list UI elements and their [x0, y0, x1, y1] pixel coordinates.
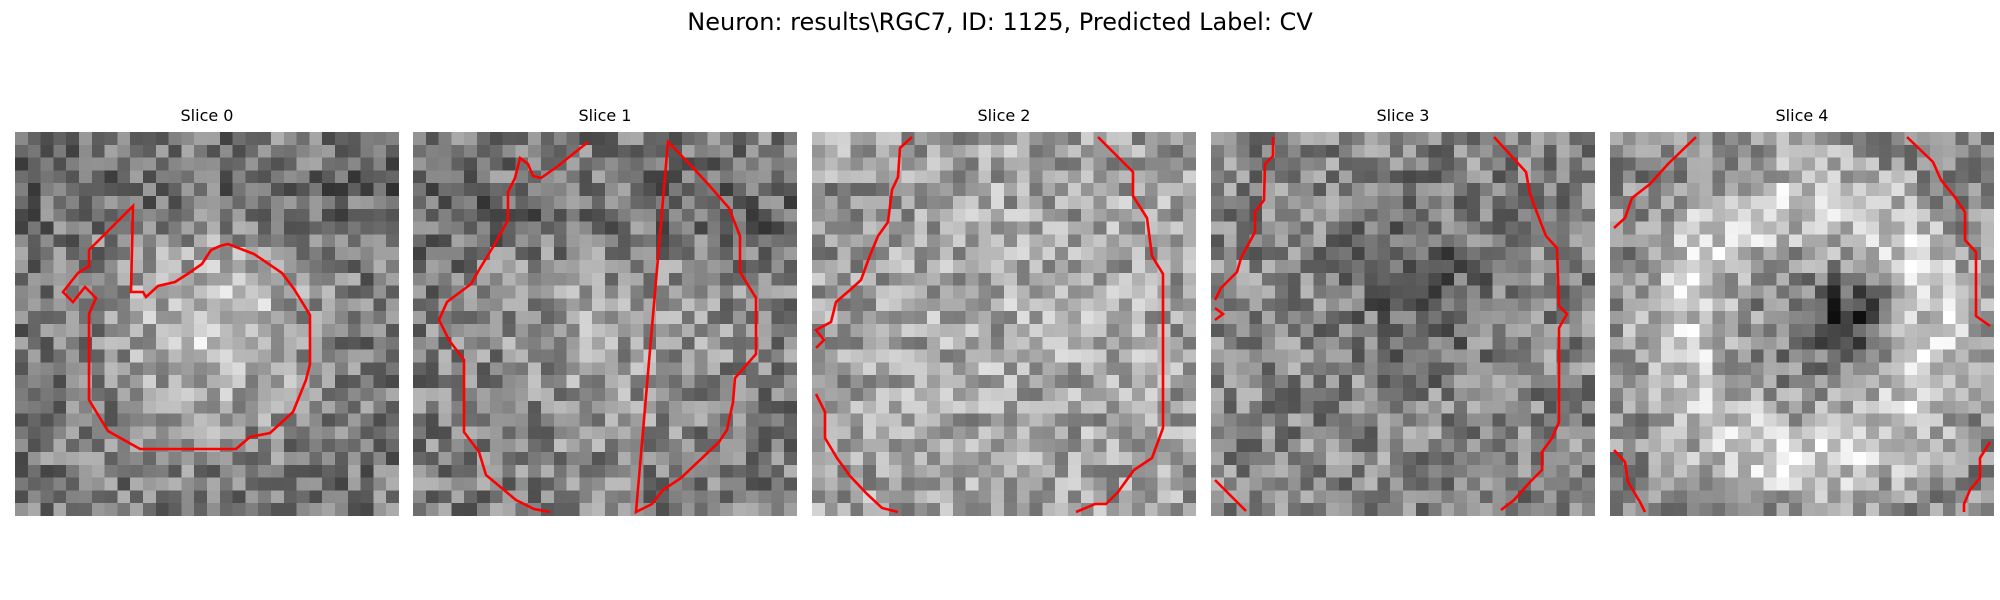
slice-title-1: Slice 1	[578, 106, 632, 125]
roi-contour-4-left	[1613, 136, 1697, 513]
roi-contour-4-right	[1906, 136, 1992, 512]
grayscale-image-0	[15, 132, 399, 516]
slice-image-2	[812, 132, 1196, 516]
grayscale-image-1	[413, 132, 797, 516]
slice-image-0	[15, 132, 399, 516]
slice-image-1	[413, 132, 797, 516]
slice-image-3	[1211, 132, 1595, 516]
roi-contour-0	[61, 202, 312, 451]
roi-contour-2-right	[1075, 136, 1165, 514]
roi-contour-3-left	[1213, 137, 1275, 512]
figure-title: Neuron: results\RGC7, ID: 1125, Predicte…	[687, 8, 1313, 36]
slice-panel-4: Slice 4	[1610, 104, 1994, 516]
contour-overlay-4	[1613, 136, 1992, 513]
grayscale-image-4	[1610, 132, 1994, 516]
slice-title-0: Slice 0	[180, 106, 234, 125]
slice-panel-1: Slice 1	[413, 104, 797, 516]
slice-title-4: Slice 4	[1775, 106, 1829, 125]
slice-image-4	[1610, 132, 1994, 516]
slice-panel-3: Slice 3	[1211, 104, 1595, 516]
slice-panel-0: Slice 0	[15, 104, 399, 516]
roi-contour-1	[437, 139, 758, 515]
slice-title-3: Slice 3	[1376, 106, 1430, 125]
roi-contour-2-left	[814, 136, 913, 514]
contour-overlay-3	[1213, 136, 1569, 512]
contour-overlay-1	[437, 139, 758, 515]
slice-panel-2: Slice 2	[812, 104, 1196, 516]
roi-contour-3-right	[1493, 136, 1569, 512]
slice-title-2: Slice 2	[977, 106, 1031, 125]
contour-overlay-2	[814, 136, 1165, 514]
contour-overlay-0	[61, 202, 312, 451]
